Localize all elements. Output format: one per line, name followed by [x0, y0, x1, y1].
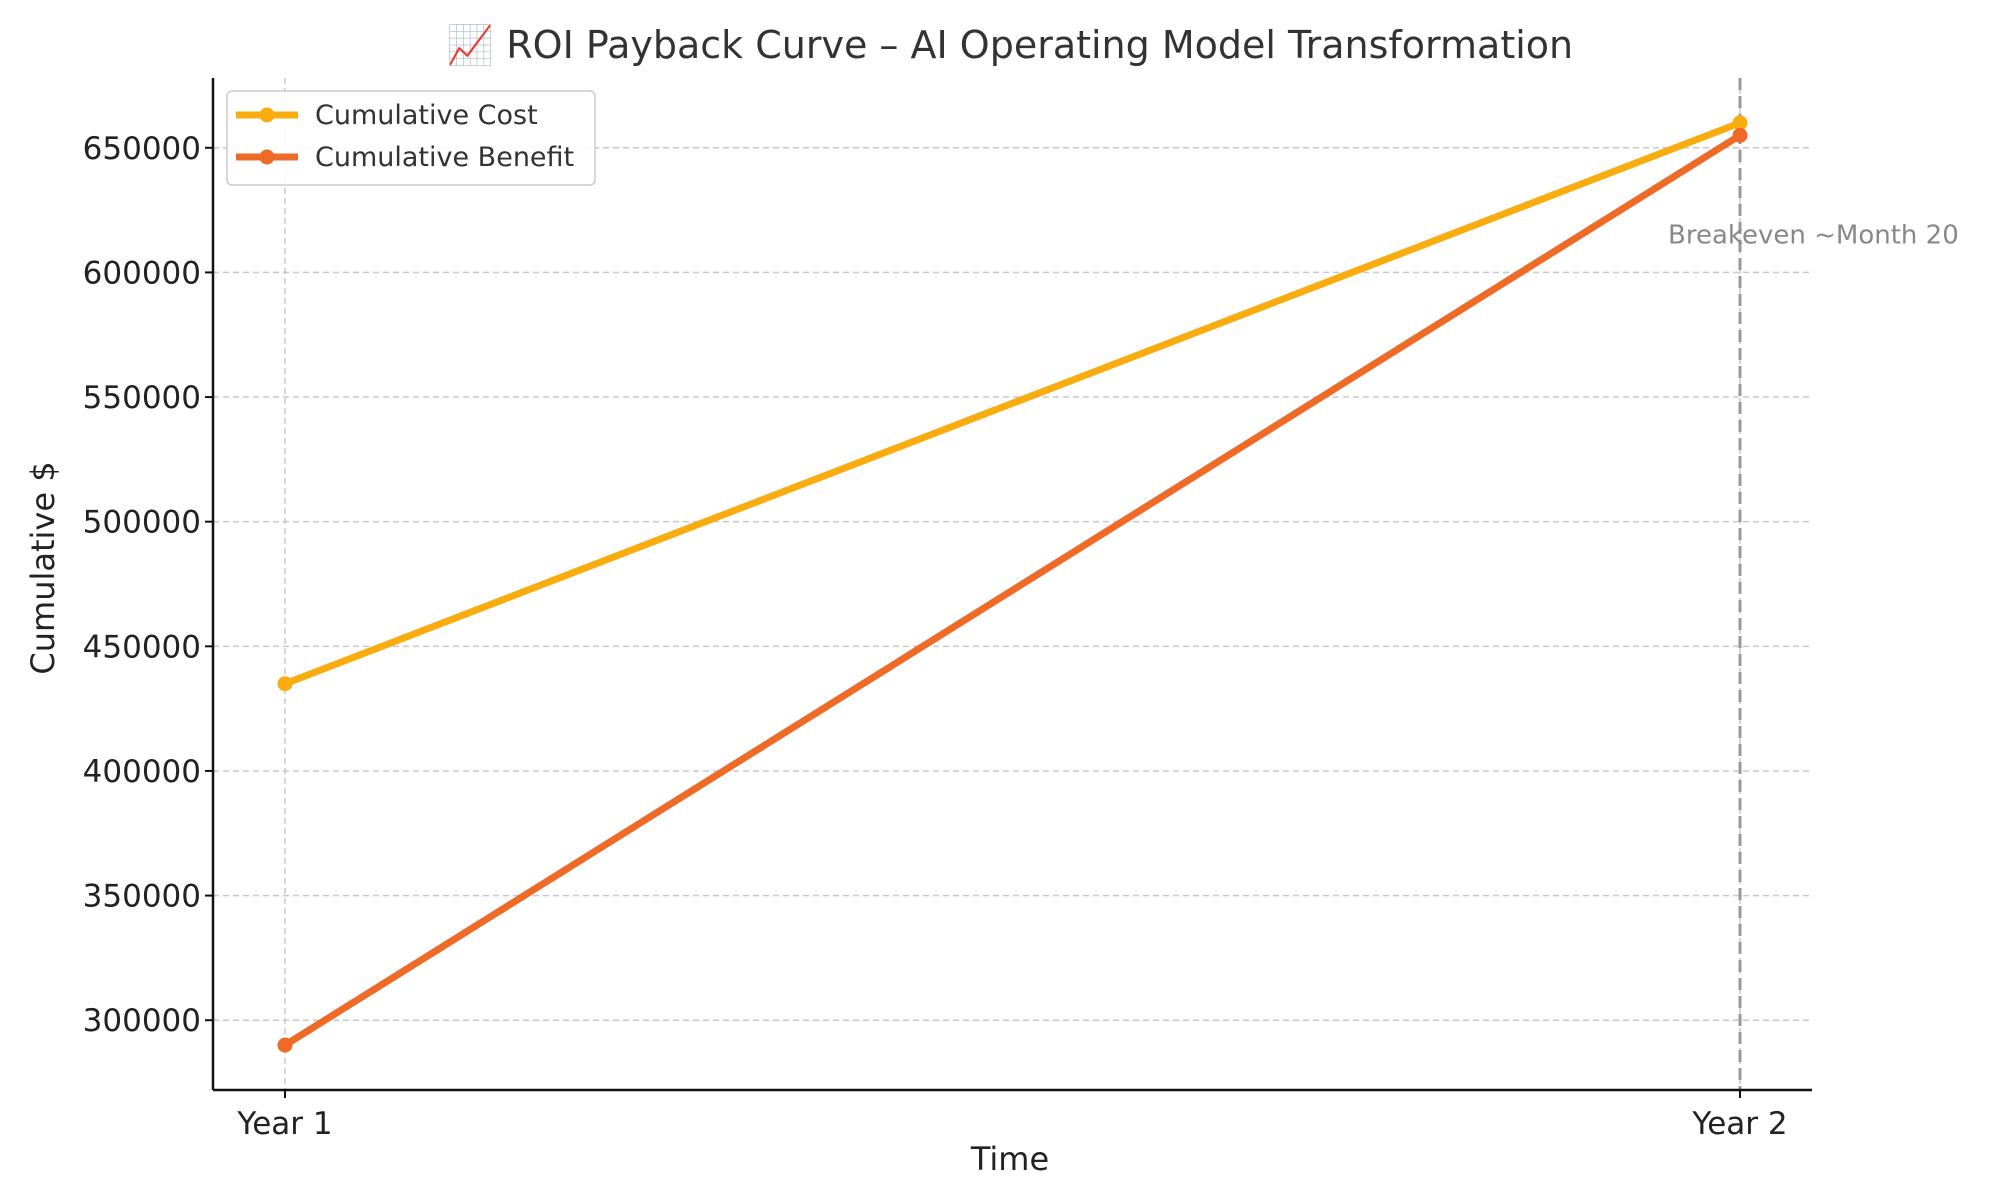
data-point [1732, 115, 1748, 131]
y-tick-label: 300000 [83, 1003, 201, 1039]
legend-swatch-marker [259, 107, 275, 123]
y-tick-label: 500000 [83, 505, 201, 541]
y-tick-label: 450000 [83, 629, 201, 665]
series-line [281, 119, 1744, 688]
x-axis-label: Time [970, 1140, 1049, 1178]
series-lines [277, 115, 1748, 1053]
annotations: Breakeven ~Month 20 [1668, 220, 1959, 250]
chart-title: 📈 ROI Payback Curve – AI Operating Model… [447, 23, 1573, 67]
data-point [1732, 127, 1748, 143]
data-point [277, 676, 293, 692]
axes [205, 78, 1812, 1098]
x-tick-label: Year 1 [236, 1106, 332, 1142]
legend-box [226, 90, 596, 186]
y-tick-label: 550000 [83, 380, 201, 416]
data-point [277, 1037, 293, 1053]
legend-label: Cumulative Cost [315, 100, 538, 131]
tick-labels: 300000 350000 400000 450000 500000 550000 6000… [83, 131, 1788, 1142]
y-tick-label: 400000 [83, 754, 201, 790]
y-axis-label: Cumulative $ [24, 461, 62, 674]
breakeven-annotation: Breakeven ~Month 20 [1668, 220, 1959, 250]
grid-lines [213, 78, 1812, 1090]
y-tick-label: 650000 [83, 131, 201, 167]
legend: Cumulative Cost Cumulative Benefit [226, 90, 596, 186]
y-tick-label: 350000 [83, 879, 201, 915]
legend-swatch-marker [259, 149, 275, 165]
y-tick-label: 600000 [83, 255, 201, 291]
x-tick-label: Year 2 [1691, 1106, 1787, 1142]
series-line [281, 131, 1744, 1049]
legend-label: Cumulative Benefit [315, 142, 574, 173]
